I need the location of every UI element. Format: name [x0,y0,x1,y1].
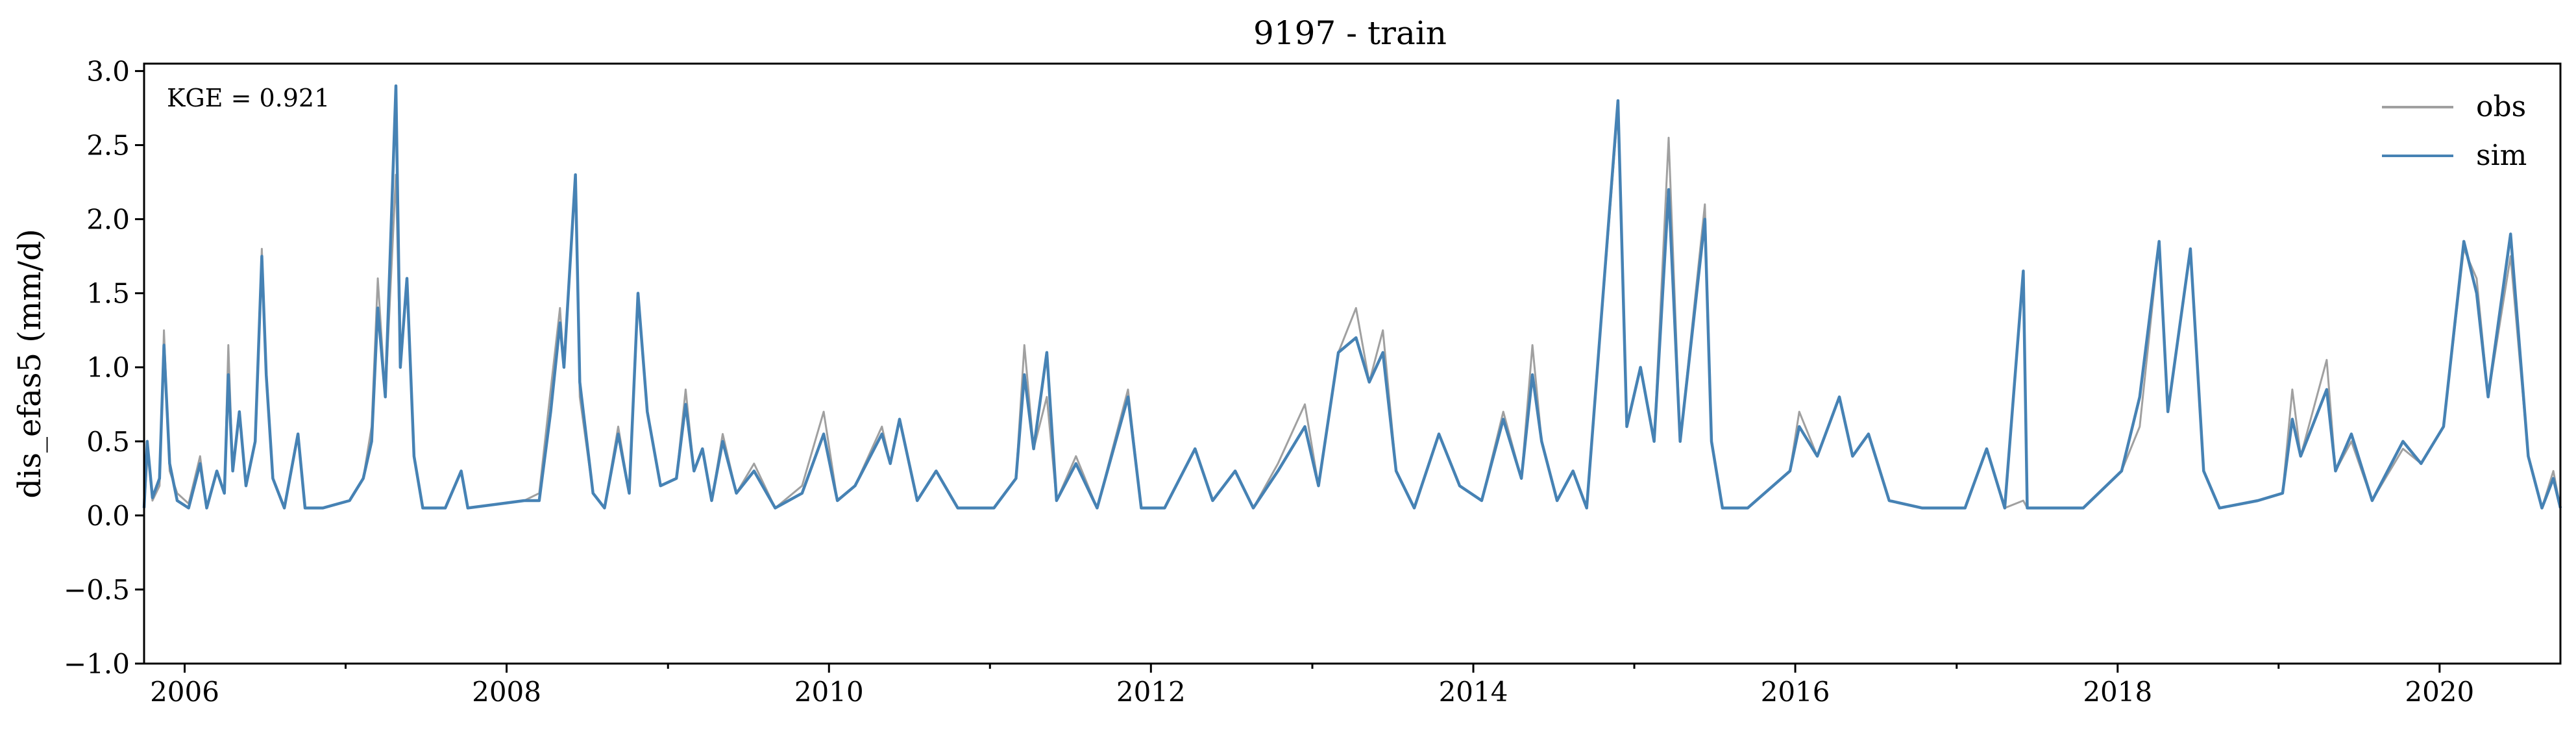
series-line-sim [142,84,2562,510]
legend-sim-label: sim [2476,139,2527,172]
y-tick-label: 3.0 [86,55,130,87]
y-tick-label: 2.5 [86,129,130,161]
y-tick-label: 1.5 [86,278,130,310]
x-tick-label: 2012 [1116,676,1186,708]
y-axis-label: dis_efas5 (mm/d) [12,229,48,498]
x-tick-label: 2018 [2083,676,2152,708]
kge-annotation: KGE = 0.921 [167,84,330,112]
legend: obs sim [2382,90,2527,172]
y-axis: −1.0 −0.5 0.0 0.5 1.0 1.5 2.0 2.5 3.0 [64,55,144,680]
x-tick-label: 2010 [794,676,864,708]
x-tick-label: 2006 [150,676,219,708]
x-tick-label: 2020 [2405,676,2474,708]
y-tick-label: 1.0 [86,352,130,384]
y-tick-label: −0.5 [64,574,130,606]
legend-obs-label: obs [2476,90,2526,123]
plot-area [142,84,2562,510]
y-tick-label: 0.5 [86,426,130,458]
series-line-obs [143,106,2562,509]
y-tick-label: −1.0 [64,648,130,680]
x-tick-label: 2016 [1761,676,1830,708]
x-tick-label: 2014 [1439,676,1508,708]
x-axis: 2006 2008 2010 2012 2014 2016 2018 2020 [150,664,2474,708]
y-tick-label: 0.0 [86,500,130,532]
plot-frame [143,62,2562,665]
y-tick-label: 2.0 [86,204,130,236]
x-tick-label: 2008 [472,676,541,708]
chart-title: 9197 - train [1253,14,1447,52]
